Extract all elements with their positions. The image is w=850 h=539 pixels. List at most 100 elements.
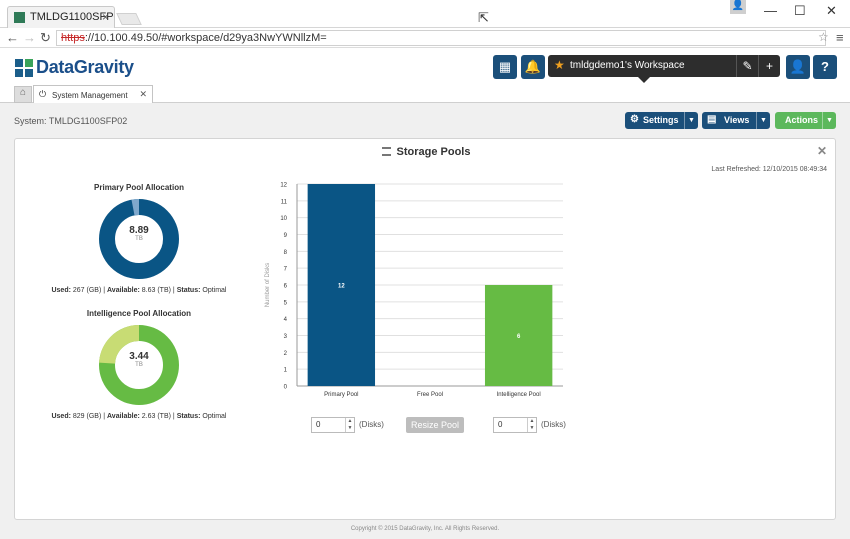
- main-content: System: TMLDG1100SFP02 ⚙ Settings ▼ ▤ Vi…: [0, 103, 850, 539]
- stepper-value: 0: [316, 420, 321, 429]
- star-icon: ★: [554, 58, 565, 72]
- help-icon: ?: [821, 59, 829, 74]
- y-tick-label: 11: [281, 199, 288, 205]
- tab-label: System Management: [52, 91, 128, 100]
- views-button[interactable]: ▤ Views ▼: [702, 112, 770, 129]
- bar-value-label: 12: [338, 284, 345, 290]
- app-header: DataGravity ▦ 🔔 ★ tmldgdemo1's Workspace…: [0, 48, 850, 88]
- storage-pools-panel: Storage Pools ✕ Last Refreshed: 12/10/20…: [14, 138, 836, 520]
- browser-tabstrip: TMLDG1100SFP02 - D × ⇱ 👤 — ☐ ✕: [0, 0, 850, 28]
- help-button[interactable]: ?: [813, 55, 837, 79]
- status-value: Optimal: [202, 287, 227, 294]
- stepper-value: 0: [498, 420, 503, 429]
- notifications-button[interactable]: 🔔: [521, 55, 545, 79]
- y-tick-label: 1: [284, 368, 288, 374]
- y-tick-label: 9: [284, 233, 288, 239]
- reload-icon[interactable]: ↻: [40, 30, 51, 45]
- grid-icon: ▦: [498, 59, 512, 74]
- settings-button[interactable]: ⚙ Settings ▼: [625, 112, 698, 129]
- url-rest: ://10.100.49.50/#workspace/d29ya3NwYWNll…: [84, 32, 327, 44]
- x-tick-label: Primary Pool: [324, 392, 358, 398]
- intelligence-donut-hole: [117, 343, 161, 387]
- y-tick-label: 10: [280, 216, 287, 222]
- y-tick-label: 2: [284, 351, 288, 357]
- panel-close-icon[interactable]: ✕: [816, 144, 827, 158]
- donut-value: 8.89: [129, 225, 149, 236]
- disks-bar-chart: 0 1 2 3 4 5 6 7 8 9 10 11 12 Number of Disks 12 Primary…: [260, 179, 570, 409]
- dashboard-grid-button[interactable]: ▦: [493, 55, 517, 79]
- panel-title: Storage Pools: [15, 146, 837, 158]
- actions-button[interactable]: Actions ▼: [775, 112, 836, 129]
- app-logo[interactable]: DataGravity: [36, 57, 134, 77]
- tab-close-icon[interactable]: ✕: [139, 89, 147, 99]
- minimize-icon[interactable]: —: [764, 3, 777, 18]
- browser-tab[interactable]: TMLDG1100SFP02 - D ×: [7, 6, 115, 28]
- edit-workspace-icon[interactable]: ✎: [736, 55, 758, 77]
- used-label: Used:: [51, 413, 71, 420]
- intelligence-pool-allocation: Intelligence Pool Allocation 3.44 TB Use…: [39, 309, 239, 420]
- x-tick-label: Free Pool: [417, 392, 443, 398]
- datagravity-logo-icon: [15, 59, 33, 77]
- workspace-caret: [638, 77, 650, 83]
- add-workspace-icon[interactable]: +: [758, 55, 780, 77]
- chevron-down-icon[interactable]: ▼: [756, 112, 770, 129]
- browser-toolbar: ← → ↻ https://10.100.49.50/#workspace/d2…: [0, 28, 850, 48]
- tab-close-icon[interactable]: ×: [101, 10, 109, 24]
- bar-primary-pool[interactable]: [307, 184, 376, 386]
- home-tab[interactable]: ⌂: [14, 86, 32, 103]
- primary-used-slice: [99, 199, 179, 279]
- y-axis-label: Number of Disks: [265, 263, 271, 307]
- storage-icon: [381, 147, 391, 156]
- bar-intelligence-pool[interactable]: [484, 285, 553, 386]
- available-label: Available:: [107, 413, 140, 420]
- y-tick-label: 12: [280, 183, 287, 189]
- bookmark-star-icon[interactable]: ☆: [818, 30, 829, 44]
- used-value: 829 (GB): [72, 413, 102, 420]
- back-icon[interactable]: ←: [6, 30, 19, 45]
- system-label: System: TMLDG1100SFP02: [14, 116, 128, 126]
- chevron-down-icon[interactable]: ▼: [822, 112, 836, 129]
- stepper-arrows-icon[interactable]: ▲ ▼: [527, 418, 536, 432]
- bell-icon: 🔔: [524, 59, 542, 74]
- available-value: 2.63 (TB): [141, 413, 171, 420]
- forward-icon[interactable]: →: [23, 30, 36, 45]
- power-icon: ⏻: [39, 89, 47, 99]
- donut-unit: TB: [135, 236, 143, 242]
- intelligence-pool-donut: 3.44 TB: [97, 323, 181, 407]
- window-close-icon[interactable]: ✕: [826, 3, 837, 18]
- y-tick-label: 4: [284, 317, 288, 323]
- footer-copyright: Copyright © 2015 DataGravity, Inc. All R…: [350, 526, 500, 532]
- chevron-down-icon[interactable]: ▼: [684, 112, 698, 129]
- intelligence-used-slice: [99, 325, 179, 405]
- y-tick-label: 6: [284, 284, 288, 290]
- stepper-arrows-icon[interactable]: ▲ ▼: [345, 418, 354, 432]
- new-tab-button[interactable]: [116, 13, 142, 25]
- browser-menu-icon[interactable]: ≡: [836, 30, 844, 45]
- disks-unit-label: (Disks): [359, 420, 384, 429]
- bar-value-label: 6: [517, 334, 521, 340]
- browser-profile-button[interactable]: 👤: [730, 0, 746, 14]
- primary-donut-chart: [99, 199, 179, 279]
- panel-title-text: Storage Pools: [396, 146, 471, 158]
- primary-pool-donut: 8.89 TB: [97, 197, 181, 281]
- user-button[interactable]: 👤: [786, 55, 810, 79]
- available-value: 8.63 (TB): [141, 287, 171, 294]
- resize-pool-button[interactable]: Resize Pool: [406, 417, 464, 433]
- maximize-icon[interactable]: ☐: [794, 3, 806, 18]
- primary-donut-hole: [117, 217, 161, 261]
- intelligence-disks-stepper[interactable]: 0 ▲ ▼: [493, 417, 537, 433]
- address-bar[interactable]: https://10.100.49.50/#workspace/d29ya3Nw…: [56, 30, 826, 46]
- url-scheme: https: [61, 32, 85, 44]
- disks-unit-label: (Disks): [541, 420, 566, 429]
- donut-title: Intelligence Pool Allocation: [86, 309, 192, 318]
- primary-disks-stepper[interactable]: 0 ▲ ▼: [311, 417, 355, 433]
- tab-system-management[interactable]: ⏻ System Management ✕: [33, 85, 153, 104]
- views-label: Views: [724, 115, 750, 125]
- settings-label: Settings: [643, 115, 679, 125]
- donut-stats: Used: 829 (GB) | Available: 2.63 (TB) | …: [51, 413, 227, 420]
- favicon-icon: [14, 12, 25, 23]
- x-tick-label: Intelligence Pool: [497, 392, 541, 398]
- user-icon: 👤: [789, 59, 807, 74]
- workspace-selector[interactable]: ★ tmldgdemo1's Workspace ✎ +: [548, 55, 780, 83]
- donut-unit: TB: [135, 362, 143, 368]
